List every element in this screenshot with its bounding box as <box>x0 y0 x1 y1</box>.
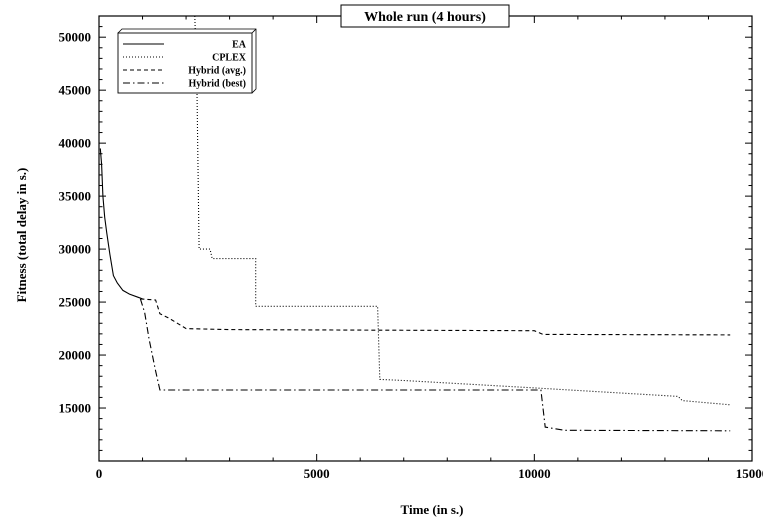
y-tick-label-7: 50000 <box>59 30 92 45</box>
legend-label-3: Hybrid (best) <box>189 79 247 90</box>
ticks-layer: 0 5000 10000 15000 15000 20000 25000 30000 35000… <box>59 16 763 481</box>
series-line-0 <box>99 148 143 300</box>
y-tick-label-5: 40000 <box>59 136 92 151</box>
y-tick-label-2: 25000 <box>59 295 92 310</box>
y-axis-label: Fitness (total delay in s.) <box>14 168 29 303</box>
legend-label-1: CPLEX <box>212 53 247 64</box>
series-line-1 <box>194 16 731 406</box>
chart-title-box: Whole run (4 hours) <box>340 4 510 28</box>
series-line-3 <box>139 298 731 432</box>
chart-title: Whole run (4 hours) <box>364 10 486 25</box>
y-tick-label-1: 20000 <box>59 348 92 363</box>
y-tick-label-0: 15000 <box>59 401 92 416</box>
x-tick-label-0: 0 <box>96 466 103 481</box>
legend-bevel-edge <box>251 28 257 34</box>
series-layer <box>99 16 731 432</box>
legend-label-2: Hybrid (avg.) <box>188 66 246 77</box>
y-tick-label-6: 45000 <box>59 83 92 98</box>
x-tick-label-2: 10000 <box>518 466 551 481</box>
y-tick-label-3: 30000 <box>59 242 92 257</box>
chart-title-frame <box>340 4 510 28</box>
legend: EA CPLEX Hybrid (avg.) Hybrid (best) <box>117 28 257 94</box>
x-tick-label-1: 5000 <box>304 466 330 481</box>
series-line-2 <box>140 298 731 336</box>
legend-label-0: EA <box>232 40 247 51</box>
x-axis-label: Time (in s.) <box>401 502 464 517</box>
y-tick-label-4: 35000 <box>59 189 92 204</box>
x-tick-label-3: 15000 <box>736 466 763 481</box>
